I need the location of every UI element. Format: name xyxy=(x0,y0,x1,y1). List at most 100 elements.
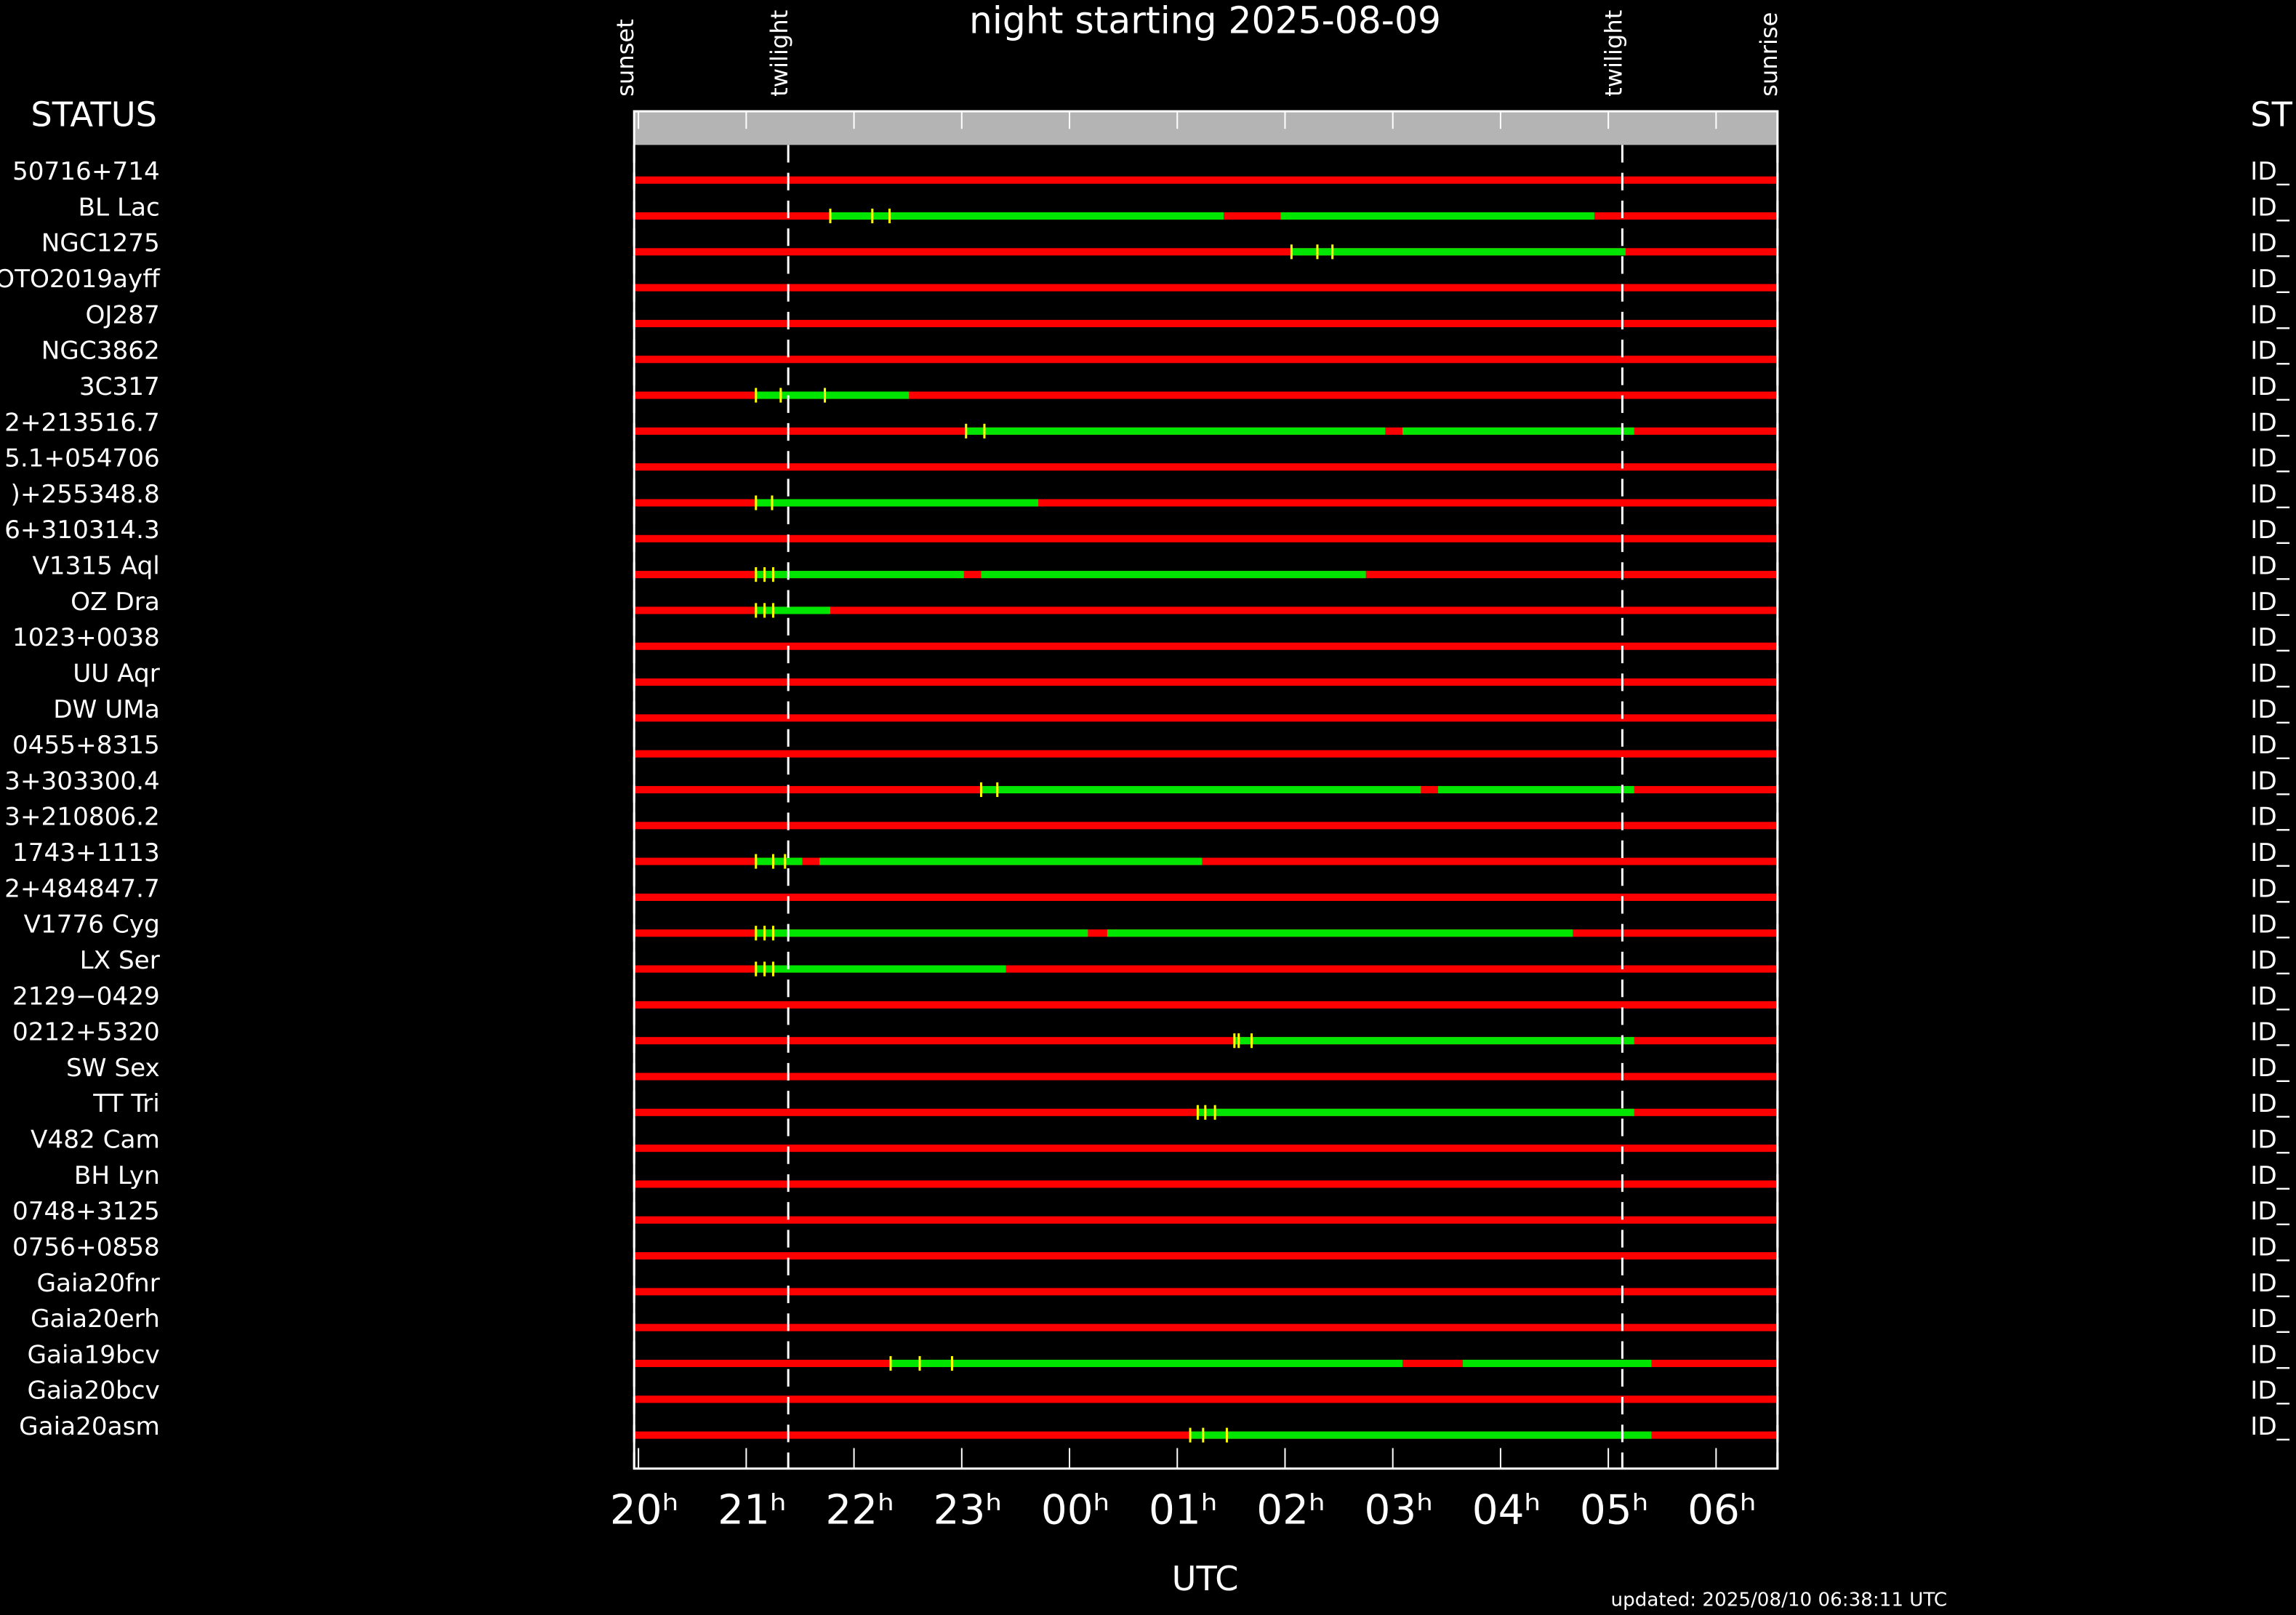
row-status: ID_ xyxy=(2250,659,2289,688)
row-label: 2+213516.7 xyxy=(4,408,160,437)
row-label: 0748+3125 xyxy=(12,1197,160,1226)
row-status: ID_ xyxy=(2250,193,2289,222)
x-tick-label: 20ʰ xyxy=(610,1487,679,1534)
event-label: sunrise xyxy=(1755,12,1783,97)
observable-segment xyxy=(819,857,1203,865)
row-bar xyxy=(634,391,1778,399)
row-status: ID_ xyxy=(2250,157,2289,186)
row-label: 50716+714 xyxy=(12,157,160,186)
row-label: NGC3862 xyxy=(41,337,160,366)
row-bar xyxy=(634,1288,1778,1296)
observable-segment xyxy=(981,785,1421,794)
row-bar xyxy=(634,319,1778,327)
observable-segment xyxy=(755,499,1039,507)
row-label: DW UMa xyxy=(53,695,160,724)
row-label: 0212+5320 xyxy=(12,1018,160,1047)
row-status: ID_ xyxy=(2250,1376,2289,1406)
observable-segment xyxy=(1234,1037,1634,1045)
left-header: STATUS xyxy=(31,95,157,135)
observable-segment xyxy=(755,606,830,614)
row-bar xyxy=(634,1073,1778,1081)
row-bar xyxy=(634,965,1778,973)
row-label: UU Aqr xyxy=(73,659,160,688)
row-status: ID_ xyxy=(2250,946,2289,975)
event-label: twilight xyxy=(1599,10,1627,97)
row-label: NGC1275 xyxy=(41,229,160,258)
row-bar xyxy=(634,1180,1778,1188)
observable-segment xyxy=(1197,1108,1634,1116)
row-status: ID_ xyxy=(2250,588,2289,617)
row-label: 0756+0858 xyxy=(12,1233,160,1262)
x-axis-label: UTC xyxy=(1172,1559,1239,1598)
x-tick-label: 06ʰ xyxy=(1687,1487,1757,1534)
observable-segment xyxy=(1402,427,1634,435)
row-bar xyxy=(634,534,1778,542)
row-label: Gaia20fnr xyxy=(37,1269,161,1298)
row-status: ID_ xyxy=(2250,1305,2289,1334)
row-status: ID_ xyxy=(2250,910,2289,939)
row-status: ID_ xyxy=(2250,1126,2289,1155)
row-status: ID_ xyxy=(2250,874,2289,903)
event-label: sunset xyxy=(611,19,639,97)
x-tick-label: 05ʰ xyxy=(1580,1487,1649,1534)
row-status: ID_ xyxy=(2250,372,2289,401)
row-label: LX Ser xyxy=(80,946,161,975)
row-label: 0455+8315 xyxy=(12,731,160,760)
chart-title: night starting 2025-08-09 xyxy=(969,0,1441,42)
row-label: 6+310314.3 xyxy=(4,516,160,545)
row-bar xyxy=(634,463,1778,471)
observable-segment xyxy=(890,1359,1403,1368)
row-status: ID_ xyxy=(2250,623,2289,652)
row-label: 2+484847.7 xyxy=(4,874,160,903)
row-bar xyxy=(634,642,1778,650)
row-status: ID_ xyxy=(2250,516,2289,545)
row-status: ID_ xyxy=(2250,480,2289,509)
x-tick-label: 00ʰ xyxy=(1041,1487,1110,1534)
row-bar xyxy=(634,822,1778,830)
row-status: ID_ xyxy=(2250,229,2289,258)
row-label: Gaia20erh xyxy=(31,1305,160,1334)
row-bar xyxy=(634,1323,1778,1331)
observable-segment xyxy=(755,571,964,579)
row-status: ID_ xyxy=(2250,838,2289,867)
row-status: ID_ xyxy=(2250,982,2289,1011)
x-tick-label: 02ʰ xyxy=(1256,1487,1325,1534)
row-status: ID_ xyxy=(2250,1089,2289,1118)
row-label: TT Tri xyxy=(92,1089,160,1118)
row-bar xyxy=(634,1037,1778,1045)
row-label: OTO2019ayff xyxy=(0,265,161,294)
row-label: V482 Cam xyxy=(31,1126,160,1155)
row-label: BH Lyn xyxy=(74,1161,160,1190)
row-status: ID_ xyxy=(2250,337,2289,366)
row-label: V1315 Aql xyxy=(32,552,159,581)
row-bar xyxy=(634,893,1778,901)
x-tick-label: 01ʰ xyxy=(1149,1487,1218,1534)
row-label: 3+210806.2 xyxy=(4,803,160,832)
event-label: twilight xyxy=(766,10,793,97)
right-header: ST xyxy=(2250,95,2292,135)
row-label: 3C317 xyxy=(79,372,160,401)
observable-segment xyxy=(755,857,803,865)
row-label: 1743+1113 xyxy=(12,838,160,867)
row-status: ID_ xyxy=(2250,766,2289,796)
header-bar xyxy=(634,111,1778,145)
row-status: ID_ xyxy=(2250,300,2289,329)
row-label: 2129−0429 xyxy=(12,982,160,1011)
row-bar xyxy=(634,678,1778,686)
row-label: SW Sex xyxy=(66,1054,160,1083)
x-tick-label: 04ʰ xyxy=(1472,1487,1541,1534)
row-status: ID_ xyxy=(2250,1269,2289,1298)
x-tick-label: 21ʰ xyxy=(718,1487,787,1534)
observable-segment xyxy=(1107,929,1573,937)
row-status: ID_ xyxy=(2250,1054,2289,1083)
observable-segment xyxy=(755,965,1006,973)
row-status: ID_ xyxy=(2250,803,2289,832)
row-bar xyxy=(634,1395,1778,1403)
row-label: OZ Dra xyxy=(71,588,160,617)
row-status: ID_ xyxy=(2250,1233,2289,1262)
row-label: )+255348.8 xyxy=(11,480,160,509)
row-bar xyxy=(634,857,1778,865)
